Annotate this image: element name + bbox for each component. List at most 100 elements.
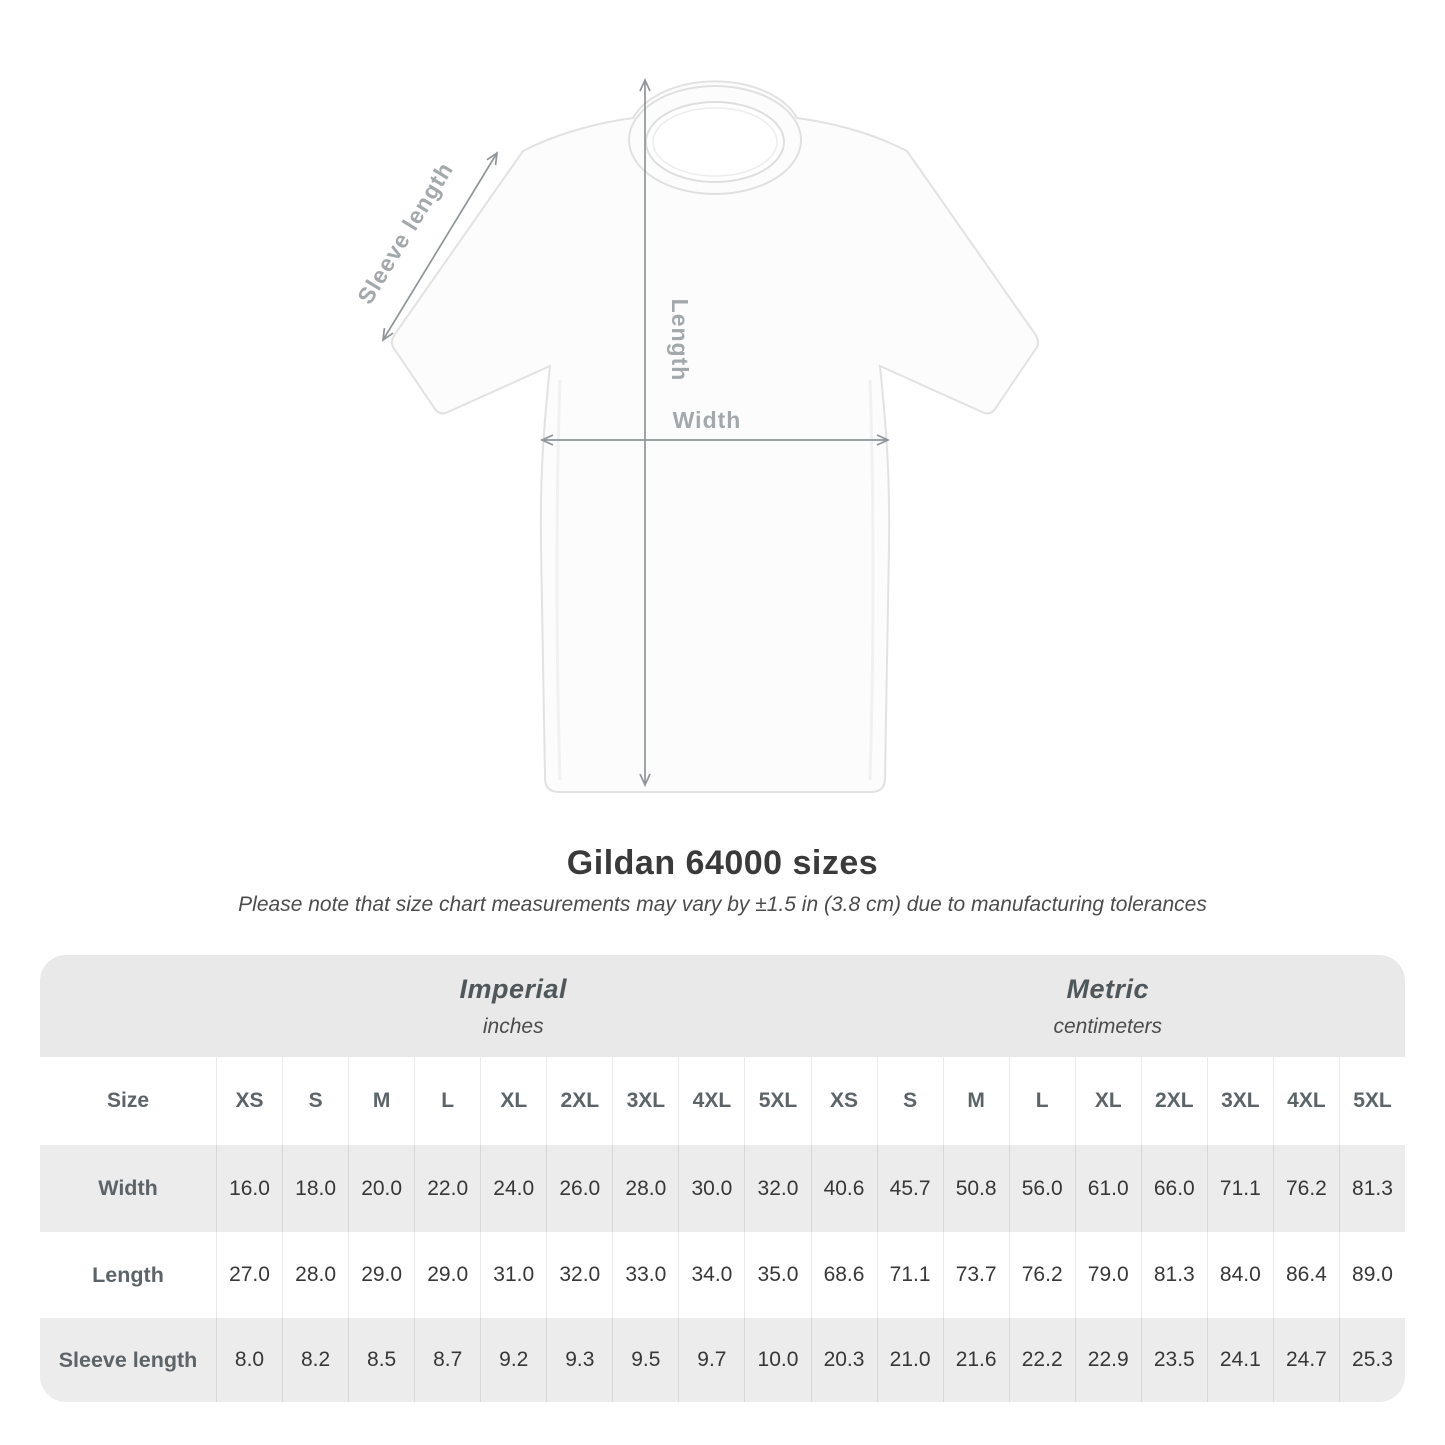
width-arrow — [539, 434, 891, 446]
row-label: Length — [40, 1232, 216, 1318]
value-cell: 8.0 — [216, 1318, 283, 1402]
value-cell: 24.1 — [1206, 1318, 1273, 1402]
value-cell: 32.0 — [546, 1232, 613, 1318]
value-cell: 22.0 — [414, 1145, 481, 1232]
value-cell: 56.0 — [1008, 1145, 1075, 1232]
value-cell: 73.7 — [942, 1232, 1009, 1318]
value-cell: 45.7 — [876, 1145, 943, 1232]
value-cell: 32.0 — [744, 1145, 811, 1232]
value-cell: 20.3 — [810, 1318, 877, 1402]
size-header-cell: XL — [1074, 1057, 1141, 1145]
value-cell: 31.0 — [480, 1232, 547, 1318]
size-header-cell: L — [1008, 1057, 1075, 1145]
size-header-cell: 5XL — [1338, 1057, 1405, 1145]
length-arrow — [639, 77, 651, 788]
value-cell: 89.0 — [1338, 1232, 1405, 1318]
value-cell: 34.0 — [678, 1232, 745, 1318]
size-header-cell: M — [942, 1057, 1009, 1145]
value-cell: 20.0 — [348, 1145, 415, 1232]
value-cell: 9.5 — [612, 1318, 679, 1402]
value-cell: 33.0 — [612, 1232, 679, 1318]
metric-unit: centimeters — [1053, 1014, 1163, 1038]
size-header-cell: XS — [810, 1057, 877, 1145]
value-cell: 25.3 — [1338, 1318, 1405, 1402]
imperial-unit: inches — [482, 1014, 544, 1038]
size-table: Imperial inches Metric centimeters Size X… — [40, 955, 1405, 1402]
imperial-label: Imperial — [459, 973, 568, 1004]
value-cell: 30.0 — [678, 1145, 745, 1232]
size-table-grid: Imperial inches Metric centimeters Size X… — [40, 955, 1405, 1402]
value-cell: 86.4 — [1272, 1232, 1339, 1318]
page-title: Gildan 64000 sizes — [566, 844, 879, 882]
width-label: Width — [673, 407, 742, 433]
size-header-cell: 3XL — [612, 1057, 679, 1145]
fold-line — [555, 379, 562, 781]
tshirt-illustration: Length Width Sleeve length — [352, 77, 1039, 793]
tshirt-body — [391, 80, 1039, 793]
value-cell: 22.2 — [1008, 1318, 1075, 1402]
size-header-cell: XL — [480, 1057, 547, 1145]
size-header-cell: XS — [216, 1057, 283, 1145]
value-cell: 21.6 — [942, 1318, 1009, 1402]
value-cell: 8.7 — [414, 1318, 481, 1402]
value-cell: 79.0 — [1074, 1232, 1141, 1318]
value-cell: 81.3 — [1140, 1232, 1207, 1318]
value-cell: 68.6 — [810, 1232, 877, 1318]
collar-inner — [645, 101, 785, 183]
value-cell: 22.9 — [1074, 1318, 1141, 1402]
band-corner — [40, 955, 216, 1057]
row-label: Width — [40, 1145, 216, 1232]
value-cell: 28.0 — [282, 1232, 349, 1318]
value-cell: 71.1 — [1206, 1145, 1273, 1232]
value-cell: 10.0 — [744, 1318, 811, 1402]
collar-rib — [652, 107, 778, 177]
value-cell: 23.5 — [1140, 1318, 1207, 1402]
value-cell: 50.8 — [942, 1145, 1009, 1232]
value-cell: 18.0 — [282, 1145, 349, 1232]
row-label: Sleeve length — [40, 1318, 216, 1402]
value-cell: 84.0 — [1206, 1232, 1273, 1318]
value-cell: 8.2 — [282, 1318, 349, 1402]
value-cell: 9.7 — [678, 1318, 745, 1402]
value-cell: 9.2 — [480, 1318, 547, 1402]
value-cell: 81.3 — [1338, 1145, 1405, 1232]
size-header-cell: 4XL — [1272, 1057, 1339, 1145]
value-cell: 35.0 — [744, 1232, 811, 1318]
size-header-cell: L — [414, 1057, 481, 1145]
value-cell: 40.6 — [810, 1145, 877, 1232]
value-cell: 24.7 — [1272, 1318, 1339, 1402]
size-header-cell: 5XL — [744, 1057, 811, 1145]
metric-group-header: Metric centimeters — [810, 955, 1405, 1057]
collar-outer — [628, 85, 802, 195]
value-cell: 76.2 — [1008, 1232, 1075, 1318]
imperial-group-header: Imperial inches — [216, 955, 811, 1057]
value-cell: 8.5 — [348, 1318, 415, 1402]
metric-label: Metric — [1066, 973, 1150, 1004]
value-cell: 21.0 — [876, 1318, 943, 1402]
size-header-cell: M — [348, 1057, 415, 1145]
fold-line — [868, 379, 875, 781]
value-cell: 27.0 — [216, 1232, 283, 1318]
value-cell: 61.0 — [1074, 1145, 1141, 1232]
sleeve-length-arrow — [381, 151, 499, 342]
value-cell: 29.0 — [348, 1232, 415, 1318]
value-cell: 9.3 — [546, 1318, 613, 1402]
size-column-header: Size — [40, 1057, 216, 1145]
value-cell: 71.1 — [876, 1232, 943, 1318]
value-cell: 28.0 — [612, 1145, 679, 1232]
tshirt-size-diagram: Length Width Sleeve length — [352, 77, 1039, 793]
size-header-cell: S — [876, 1057, 943, 1145]
value-cell: 26.0 — [546, 1145, 613, 1232]
value-cell: 76.2 — [1272, 1145, 1339, 1232]
tolerance-note: Please note that size chart measurements… — [238, 893, 1207, 916]
value-cell: 24.0 — [480, 1145, 547, 1232]
size-header-cell: 3XL — [1206, 1057, 1273, 1145]
size-header-cell: 2XL — [546, 1057, 613, 1145]
length-label: Length — [667, 299, 693, 382]
size-header-cell: 2XL — [1140, 1057, 1207, 1145]
value-cell: 29.0 — [414, 1232, 481, 1318]
value-cell: 66.0 — [1140, 1145, 1207, 1232]
size-header-cell: S — [282, 1057, 349, 1145]
size-header-cell: 4XL — [678, 1057, 745, 1145]
value-cell: 16.0 — [216, 1145, 283, 1232]
